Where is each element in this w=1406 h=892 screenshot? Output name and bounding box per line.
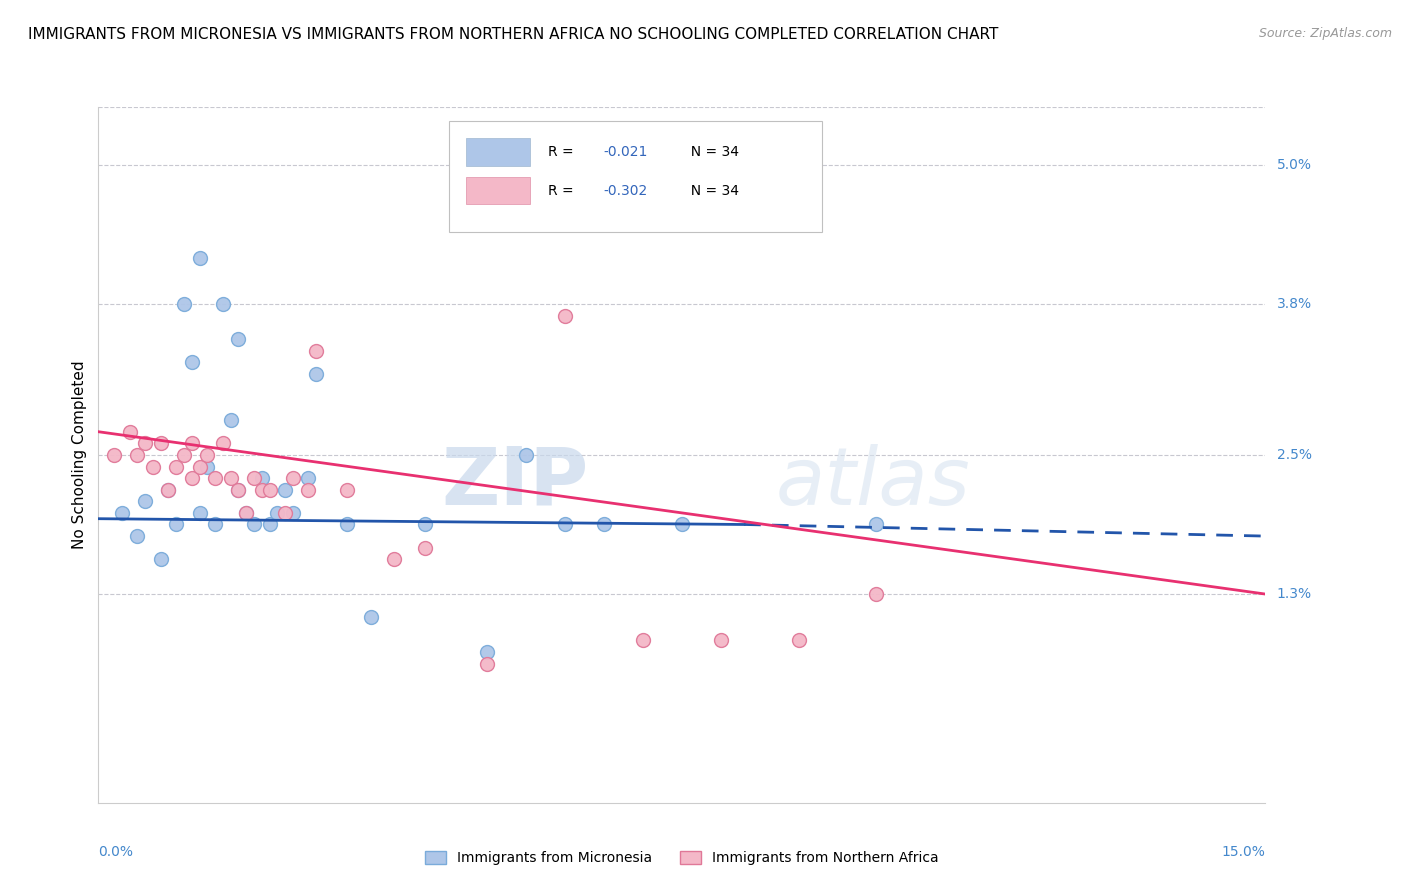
- Point: [259, 483, 281, 497]
- Text: IMMIGRANTS FROM MICRONESIA VS IMMIGRANTS FROM NORTHERN AFRICA NO SCHOOLING COMPL: IMMIGRANTS FROM MICRONESIA VS IMMIGRANTS…: [28, 27, 998, 42]
- Text: 2.5%: 2.5%: [1277, 448, 1312, 462]
- Text: Source: ZipAtlas.com: Source: ZipAtlas.com: [1258, 27, 1392, 40]
- Point: [188, 251, 211, 265]
- Point: [118, 425, 141, 439]
- Point: [149, 436, 172, 450]
- Point: [710, 633, 733, 648]
- Text: 1.3%: 1.3%: [1277, 587, 1312, 601]
- Point: [180, 471, 202, 485]
- Point: [305, 367, 328, 381]
- Point: [360, 610, 382, 624]
- Point: [250, 483, 273, 497]
- Point: [212, 297, 235, 311]
- Text: atlas: atlas: [775, 443, 970, 522]
- Text: 15.0%: 15.0%: [1222, 845, 1265, 858]
- Point: [219, 471, 242, 485]
- Point: [212, 436, 235, 450]
- Point: [173, 448, 195, 462]
- Point: [180, 355, 202, 369]
- Point: [235, 506, 257, 520]
- Point: [259, 517, 281, 532]
- Point: [142, 459, 165, 474]
- Point: [305, 343, 328, 358]
- Point: [413, 541, 436, 555]
- Point: [219, 413, 242, 427]
- Text: 0.0%: 0.0%: [98, 845, 134, 858]
- Text: 5.0%: 5.0%: [1277, 158, 1312, 172]
- Point: [631, 633, 654, 648]
- Point: [111, 506, 134, 520]
- Point: [173, 297, 195, 311]
- Text: N = 34: N = 34: [682, 145, 740, 160]
- Text: ZIP: ZIP: [441, 443, 589, 522]
- Point: [274, 506, 297, 520]
- Text: -0.302: -0.302: [603, 184, 648, 197]
- Point: [515, 448, 537, 462]
- FancyBboxPatch shape: [449, 121, 823, 232]
- Point: [554, 517, 576, 532]
- Point: [195, 459, 218, 474]
- Point: [188, 506, 211, 520]
- Point: [865, 517, 887, 532]
- Point: [671, 517, 693, 532]
- Point: [554, 309, 576, 323]
- Point: [235, 506, 257, 520]
- Point: [336, 517, 359, 532]
- Y-axis label: No Schooling Completed: No Schooling Completed: [72, 360, 87, 549]
- Point: [477, 657, 499, 671]
- Point: [250, 471, 273, 485]
- Text: N = 34: N = 34: [682, 184, 740, 197]
- Point: [188, 459, 211, 474]
- Text: R =: R =: [548, 184, 578, 197]
- Point: [165, 459, 187, 474]
- Point: [127, 529, 149, 543]
- Point: [127, 448, 149, 462]
- Point: [180, 436, 202, 450]
- Point: [413, 517, 436, 532]
- Point: [228, 483, 250, 497]
- Point: [228, 483, 250, 497]
- Legend: Immigrants from Micronesia, Immigrants from Northern Africa: Immigrants from Micronesia, Immigrants f…: [425, 852, 939, 865]
- Point: [165, 517, 187, 532]
- Point: [477, 645, 499, 659]
- Point: [157, 483, 180, 497]
- Point: [243, 471, 266, 485]
- Point: [157, 483, 180, 497]
- Point: [204, 517, 226, 532]
- Point: [134, 436, 156, 450]
- Point: [103, 448, 125, 462]
- Point: [593, 517, 616, 532]
- Text: -0.021: -0.021: [603, 145, 648, 160]
- Point: [228, 332, 250, 346]
- Point: [336, 483, 359, 497]
- Text: R =: R =: [548, 145, 578, 160]
- Point: [204, 471, 226, 485]
- Point: [297, 471, 319, 485]
- FancyBboxPatch shape: [465, 177, 530, 204]
- Point: [274, 483, 297, 497]
- Point: [297, 483, 319, 497]
- Point: [281, 506, 304, 520]
- Point: [149, 552, 172, 566]
- Point: [787, 633, 810, 648]
- Point: [134, 494, 156, 508]
- Point: [243, 517, 266, 532]
- FancyBboxPatch shape: [465, 138, 530, 166]
- Point: [195, 448, 218, 462]
- Point: [865, 587, 887, 601]
- Point: [266, 506, 288, 520]
- Point: [281, 471, 304, 485]
- Point: [382, 552, 405, 566]
- Text: 3.8%: 3.8%: [1277, 297, 1312, 311]
